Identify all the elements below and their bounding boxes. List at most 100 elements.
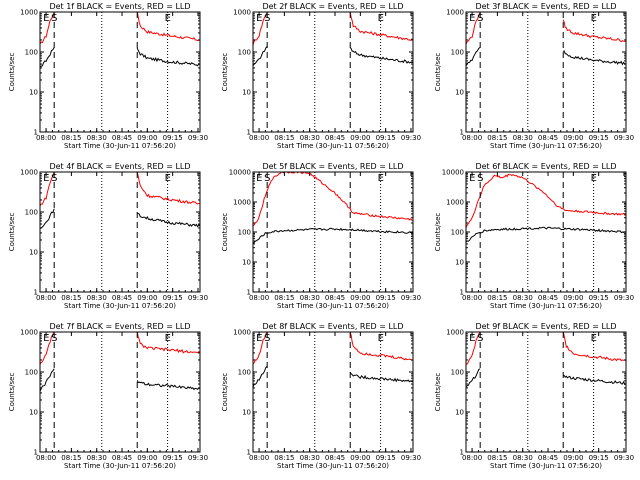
x-tick-label: 08:15 — [274, 294, 294, 302]
series-events-line — [562, 50, 626, 66]
series-events-line — [253, 365, 268, 388]
panel-title: Det 2f BLACK = Events, RED = LLD — [262, 2, 403, 11]
y-tick-label: 1 — [460, 449, 464, 457]
y-tick-label: 10000 — [229, 169, 251, 177]
x-tick-label: 09:00 — [563, 134, 583, 142]
plot-frame — [39, 11, 201, 133]
y-tick-label: 1 — [34, 289, 38, 297]
event-marker-s: S — [51, 333, 57, 344]
plot-frame — [252, 331, 414, 453]
x-tick-label: 09:30 — [401, 134, 421, 142]
panel-title: Det 9f BLACK = Events, RED = LLD — [475, 322, 616, 331]
x-tick-label: 08:15 — [61, 454, 81, 462]
event-marker-e: E — [43, 173, 49, 184]
event-marker-e: E — [591, 173, 597, 184]
x-tick-label: 08:00 — [249, 294, 269, 302]
panel-title: Det 6f BLACK = Events, RED = LLD — [475, 162, 616, 171]
series-lld-line — [136, 12, 200, 42]
event-marker-s: S — [51, 173, 57, 184]
x-tick-label: 08:00 — [36, 134, 56, 142]
y-axis-label: Counts/sec — [434, 373, 442, 412]
y-tick-label: 10 — [242, 89, 251, 97]
y-tick-label: 1 — [460, 289, 464, 297]
event-marker-e: E — [165, 333, 171, 344]
x-axis-label: Start Time (30-Jun-11 07:56:20) — [64, 302, 176, 310]
series-events-line — [253, 227, 413, 245]
series-lld-line — [136, 172, 200, 205]
y-tick-label: 1000 — [233, 9, 251, 17]
series-group — [40, 12, 200, 68]
panel-title: Det 1f BLACK = Events, RED = LLD — [49, 2, 190, 11]
plot-frame — [465, 11, 627, 133]
series-events-line — [40, 208, 55, 229]
series-lld-line — [349, 332, 413, 361]
event-marker-s: S — [264, 173, 270, 184]
y-axis-label: Counts/sec — [8, 213, 16, 252]
x-tick-label: 09:00 — [137, 294, 157, 302]
y-axis-label: Counts/sec — [221, 213, 229, 252]
series-lld-line — [136, 332, 200, 354]
x-tick-label: 09:30 — [614, 134, 634, 142]
y-tick-label: 1000 — [446, 199, 464, 207]
panel-title: Det 5f BLACK = Events, RED = LLD — [262, 162, 403, 171]
x-tick-label: 08:45 — [325, 454, 345, 462]
y-tick-label: 100 — [25, 209, 38, 217]
y-tick-label: 1000 — [20, 169, 38, 177]
x-tick-label: 08:30 — [513, 134, 533, 142]
y-tick-label: 100 — [451, 229, 464, 237]
panel-title: Det 7f BLACK = Events, RED = LLD — [49, 322, 190, 331]
series-lld-line — [253, 12, 268, 46]
x-tick-label: 09:30 — [188, 134, 208, 142]
y-axis-label: Counts/sec — [8, 53, 16, 92]
series-lld-line — [562, 19, 626, 43]
series-events-line — [40, 368, 55, 392]
y-tick-label: 100 — [451, 369, 464, 377]
y-tick-label: 1 — [34, 129, 38, 137]
y-axis-label: Counts/sec — [221, 53, 229, 92]
y-tick-label: 10 — [455, 259, 464, 267]
series-lld-line — [562, 332, 626, 362]
y-tick-label: 1000 — [20, 9, 38, 17]
y-tick-label: 10 — [242, 409, 251, 417]
event-marker-s: S — [264, 13, 270, 24]
series-events-line — [136, 380, 200, 391]
event-marker-e: E — [43, 333, 49, 344]
x-tick-label: 08:45 — [112, 454, 132, 462]
x-tick-label: 08:15 — [487, 134, 507, 142]
x-tick-label: 09:00 — [350, 294, 370, 302]
y-axis-label: Counts/sec — [434, 213, 442, 252]
panel-title: Det 8f BLACK = Events, RED = LLD — [262, 322, 403, 331]
x-tick-label: 08:00 — [249, 134, 269, 142]
x-tick-label: 09:00 — [563, 454, 583, 462]
event-marker-e: E — [256, 333, 262, 344]
panel-title: Det 4f BLACK = Events, RED = LLD — [49, 162, 190, 171]
event-marker-e: E — [256, 13, 262, 24]
series-group — [253, 172, 413, 245]
x-tick-label: 08:00 — [462, 134, 482, 142]
x-tick-label: 08:30 — [300, 454, 320, 462]
x-tick-label: 08:30 — [87, 454, 107, 462]
x-tick-label: 08:30 — [513, 454, 533, 462]
x-tick-label: 09:00 — [350, 454, 370, 462]
series-lld-line — [40, 172, 55, 207]
y-tick-label: 10 — [455, 89, 464, 97]
y-tick-label: 1000 — [446, 329, 464, 337]
y-tick-label: 1 — [247, 289, 251, 297]
event-marker-e: E — [469, 173, 475, 184]
event-marker-e: E — [165, 13, 171, 24]
x-tick-label: 08:45 — [538, 134, 558, 142]
x-tick-label: 08:30 — [300, 134, 320, 142]
series-lld-line — [253, 332, 268, 365]
y-tick-label: 10 — [242, 259, 251, 267]
event-marker-e: E — [378, 333, 384, 344]
x-tick-label: 08:15 — [61, 134, 81, 142]
event-marker-s: S — [51, 13, 57, 24]
x-tick-label: 08:45 — [325, 134, 345, 142]
y-tick-label: 1000 — [20, 329, 38, 337]
x-tick-label: 09:30 — [188, 294, 208, 302]
